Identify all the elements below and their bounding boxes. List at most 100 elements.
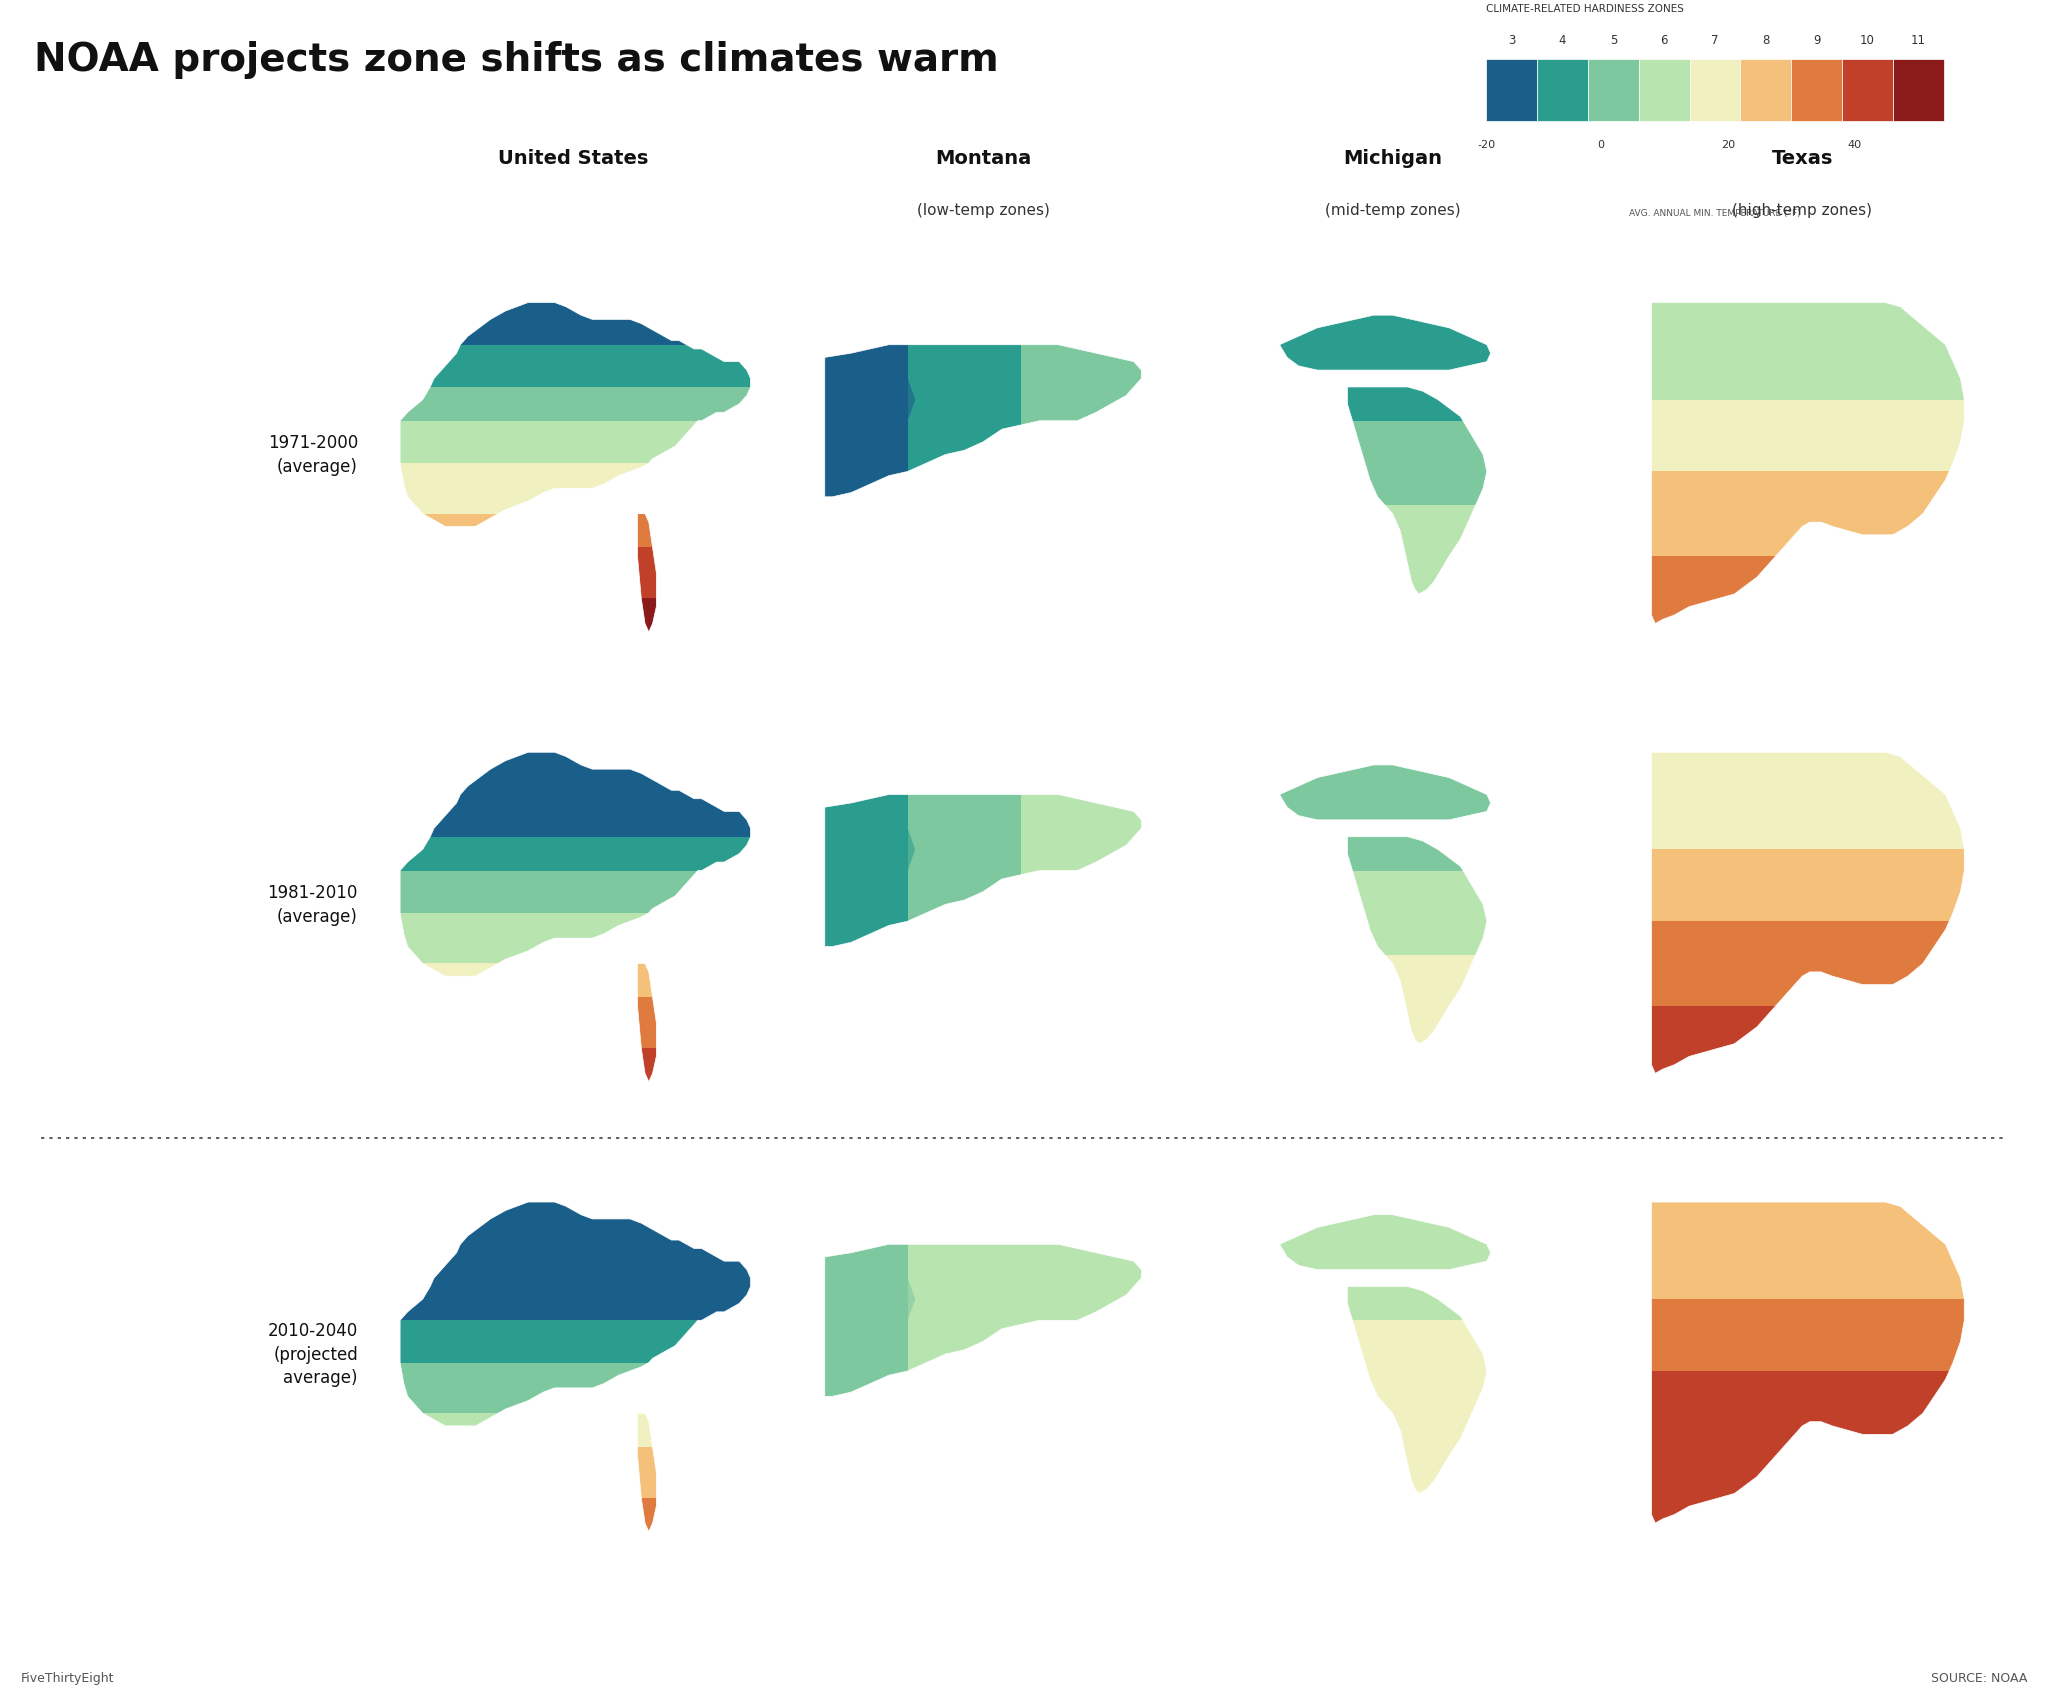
- Polygon shape: [1204, 1405, 1581, 1511]
- Polygon shape: [1614, 473, 1991, 556]
- Polygon shape: [385, 599, 762, 674]
- Polygon shape: [385, 1082, 762, 1125]
- Polygon shape: [385, 548, 762, 599]
- Text: 20: 20: [1720, 140, 1735, 150]
- Polygon shape: [385, 548, 762, 591]
- Polygon shape: [385, 1531, 762, 1574]
- Polygon shape: [385, 633, 762, 674]
- Polygon shape: [385, 1413, 762, 1448]
- Text: 2010-2040
(projected
average): 2010-2040 (projected average): [268, 1321, 358, 1386]
- Polygon shape: [1614, 401, 1991, 473]
- Polygon shape: [385, 273, 762, 345]
- Polygon shape: [385, 1448, 762, 1490]
- Polygon shape: [385, 836, 762, 871]
- Bar: [1587, 60, 1638, 123]
- Polygon shape: [1204, 871, 1581, 956]
- Text: 40: 40: [1847, 140, 1862, 150]
- Polygon shape: [907, 1152, 1020, 1574]
- Text: Montana: Montana: [936, 149, 1030, 169]
- Text: (high-temp zones): (high-temp zones): [1733, 203, 1872, 217]
- Text: United States: United States: [498, 149, 649, 169]
- Bar: [1741, 60, 1792, 123]
- Text: 3: 3: [1507, 34, 1516, 46]
- Polygon shape: [831, 1279, 915, 1371]
- Polygon shape: [1614, 850, 1991, 922]
- Polygon shape: [1204, 956, 1581, 1062]
- Polygon shape: [385, 1413, 762, 1448]
- Text: 6: 6: [1661, 34, 1667, 46]
- Polygon shape: [385, 514, 762, 548]
- Bar: [1892, 60, 1944, 123]
- Polygon shape: [385, 1173, 762, 1244]
- Polygon shape: [385, 964, 762, 997]
- Polygon shape: [831, 830, 915, 922]
- Polygon shape: [795, 253, 907, 674]
- Polygon shape: [1614, 287, 1991, 401]
- Bar: [1638, 60, 1690, 123]
- Polygon shape: [385, 997, 762, 1048]
- Polygon shape: [1614, 556, 1991, 633]
- Polygon shape: [1614, 1371, 1991, 1456]
- Polygon shape: [1020, 253, 1171, 674]
- Polygon shape: [907, 253, 1020, 674]
- Bar: [1690, 60, 1741, 123]
- Polygon shape: [385, 422, 762, 464]
- Text: (low-temp zones): (low-temp zones): [918, 203, 1049, 217]
- Polygon shape: [385, 1287, 762, 1321]
- Polygon shape: [385, 997, 762, 1040]
- Polygon shape: [1204, 1405, 1581, 1511]
- Polygon shape: [1614, 1185, 1991, 1299]
- Polygon shape: [1614, 736, 1991, 850]
- Polygon shape: [385, 964, 762, 997]
- Polygon shape: [385, 1048, 762, 1125]
- Polygon shape: [1204, 1193, 1581, 1321]
- Polygon shape: [795, 1152, 907, 1574]
- Polygon shape: [385, 1448, 762, 1497]
- Text: CLIMATE-RELATED HARDINESS ZONES: CLIMATE-RELATED HARDINESS ZONES: [1487, 5, 1683, 14]
- Polygon shape: [385, 1362, 762, 1413]
- Polygon shape: [1614, 1456, 1991, 1531]
- Bar: [1841, 60, 1892, 123]
- Text: Michigan: Michigan: [1343, 149, 1442, 169]
- Polygon shape: [1204, 744, 1581, 871]
- Polygon shape: [1614, 1299, 1991, 1371]
- Polygon shape: [831, 379, 915, 473]
- Text: 8: 8: [1761, 34, 1769, 46]
- Polygon shape: [1614, 1005, 1991, 1082]
- Polygon shape: [1204, 422, 1581, 505]
- Polygon shape: [385, 795, 762, 836]
- Text: 5: 5: [1610, 34, 1618, 46]
- Polygon shape: [385, 464, 762, 514]
- Text: 7: 7: [1712, 34, 1718, 46]
- Polygon shape: [1204, 422, 1581, 505]
- Text: SOURCE: NOAA: SOURCE: NOAA: [1931, 1671, 2028, 1683]
- Polygon shape: [1204, 295, 1581, 422]
- Polygon shape: [385, 871, 762, 913]
- Polygon shape: [1614, 922, 1991, 1005]
- Text: FiveThirtyEight: FiveThirtyEight: [20, 1671, 115, 1683]
- Text: 4: 4: [1559, 34, 1567, 46]
- Text: (mid-temp zones): (mid-temp zones): [1325, 203, 1460, 217]
- Polygon shape: [1020, 1152, 1171, 1574]
- Text: 9: 9: [1812, 34, 1821, 46]
- Text: 10: 10: [1860, 34, 1874, 46]
- Text: -20: -20: [1477, 140, 1495, 150]
- Text: 1981-2010
(average): 1981-2010 (average): [268, 884, 358, 925]
- Text: AVG. ANNUAL MIN. TEMPERATURE (°F): AVG. ANNUAL MIN. TEMPERATURE (°F): [1628, 208, 1800, 217]
- Polygon shape: [795, 702, 907, 1125]
- Bar: [1538, 60, 1587, 123]
- Polygon shape: [1020, 702, 1171, 1125]
- Polygon shape: [385, 1497, 762, 1574]
- Polygon shape: [385, 591, 762, 633]
- Polygon shape: [385, 387, 762, 422]
- Bar: [1792, 60, 1841, 123]
- Text: NOAA projects zone shifts as climates warm: NOAA projects zone shifts as climates wa…: [33, 41, 999, 79]
- Text: 1971-2000
(average): 1971-2000 (average): [268, 434, 358, 476]
- Polygon shape: [385, 913, 762, 964]
- Polygon shape: [1204, 744, 1581, 871]
- Polygon shape: [1204, 505, 1581, 611]
- Polygon shape: [1204, 956, 1581, 1062]
- Polygon shape: [1204, 1321, 1581, 1405]
- Polygon shape: [385, 514, 762, 548]
- Polygon shape: [385, 345, 762, 387]
